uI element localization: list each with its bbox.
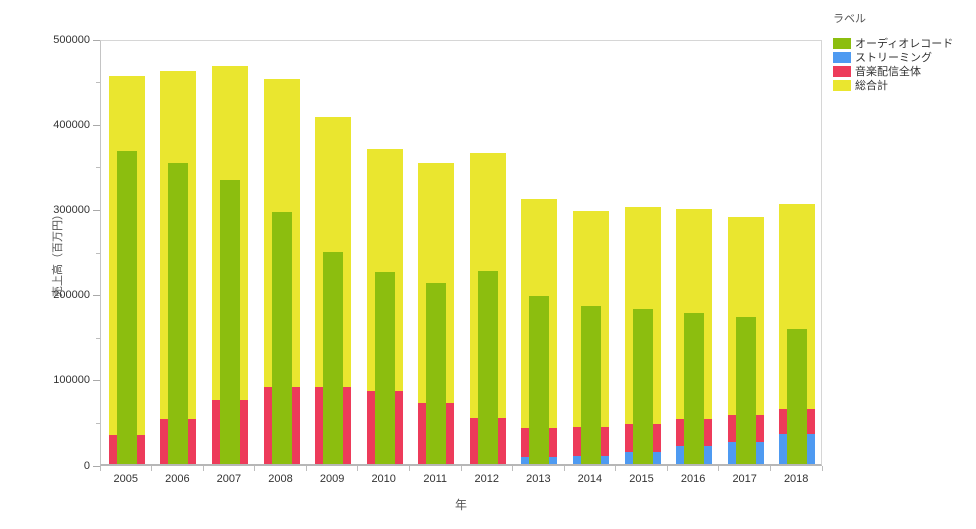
- x-tick: [408, 466, 410, 471]
- x-tick-label: 2005: [113, 473, 139, 485]
- bar-オーディオレコード-2011: [426, 283, 447, 464]
- x-tick: [99, 466, 101, 471]
- bar-オーディオレコード-2006: [168, 163, 189, 464]
- bar-オーディオレコード-2018: [787, 329, 808, 464]
- x-tick-label: 2011: [423, 473, 448, 485]
- legend-item-label: オーディオレコード: [855, 38, 954, 50]
- bar-オーディオレコード-2008: [271, 211, 292, 464]
- y-major-tick: [93, 124, 100, 126]
- y-tick-label: 300000: [53, 203, 90, 216]
- x-tick-label: 2013: [526, 473, 551, 485]
- x-tick: [718, 466, 720, 471]
- x-tick: [615, 466, 617, 471]
- legend-title: ラベル: [833, 13, 866, 25]
- y-axis-title: 売上高（百万円）: [52, 209, 64, 297]
- x-tick: [254, 466, 256, 471]
- bar-オーディオレコード-2012: [477, 270, 498, 464]
- legend-item: ストリーミング: [833, 50, 953, 64]
- x-tick-label: 2010: [371, 473, 396, 485]
- bar-オーディオレコード-2013: [529, 296, 550, 464]
- legend-item-label: 音楽配信全体: [855, 66, 921, 78]
- x-tick: [563, 466, 565, 471]
- y-major-tick: [93, 465, 100, 467]
- legend-item-label: ストリーミング: [855, 52, 932, 64]
- y-major-tick: [93, 380, 100, 382]
- x-tick: [305, 466, 307, 471]
- x-tick-label: 2016: [680, 473, 706, 485]
- legend-item-label: 総合計: [855, 80, 888, 92]
- x-tick: [151, 466, 153, 471]
- bar-オーディオレコード-2005: [116, 150, 137, 464]
- x-tick-label: 2017: [732, 473, 757, 485]
- legend-item: 総合計: [833, 78, 953, 92]
- bar-オーディオレコード-2010: [374, 272, 395, 464]
- y-tick-label: 100000: [53, 374, 90, 387]
- legend-item: オーディオレコード: [833, 36, 953, 50]
- bar-オーディオレコード-2007: [219, 180, 240, 464]
- legend: ラベル オーディオレコード ストリーミング 音楽配信全体 総合計: [833, 10, 953, 92]
- y-major-tick: [93, 209, 100, 211]
- plot-area: [100, 40, 822, 466]
- legend-swatch-icon: [833, 65, 851, 77]
- legend-swatch-icon: [833, 79, 851, 91]
- y-major-tick: [93, 39, 100, 41]
- legend-swatch-icon: [833, 51, 851, 63]
- x-tick: [666, 466, 668, 471]
- x-axis-title: 年: [454, 498, 467, 512]
- x-tick-label: 2015: [629, 473, 654, 485]
- x-tick-label: 2007: [216, 473, 242, 485]
- x-tick-label: 2008: [268, 473, 293, 485]
- x-tick-label: 2014: [577, 473, 603, 485]
- bar-オーディオレコード-2009: [323, 251, 344, 464]
- bar-オーディオレコード-2014: [580, 305, 601, 464]
- x-tick-label: 2018: [783, 473, 809, 485]
- x-tick: [202, 466, 204, 471]
- bar-オーディオレコード-2016: [684, 313, 705, 464]
- y-tick-label: 0: [83, 459, 90, 472]
- y-tick-label: 500000: [53, 33, 90, 46]
- x-tick-label: 2006: [165, 473, 190, 485]
- x-tick: [357, 466, 359, 471]
- y-major-tick: [93, 295, 100, 297]
- legend-items: オーディオレコード ストリーミング 音楽配信全体 総合計: [833, 36, 953, 92]
- legend-item: 音楽配信全体: [833, 64, 953, 78]
- x-tick: [769, 466, 771, 471]
- x-tick-label: 2012: [474, 473, 500, 485]
- y-tick-label: 400000: [53, 118, 90, 131]
- y-tick-label: 200000: [53, 289, 90, 302]
- legend-swatch-icon: [833, 37, 851, 49]
- x-tick: [512, 466, 514, 471]
- x-tick: [821, 466, 823, 471]
- bar-オーディオレコード-2017: [735, 316, 756, 464]
- x-tick-label: 2009: [319, 473, 345, 485]
- x-tick: [460, 466, 462, 471]
- bar-オーディオレコード-2015: [632, 308, 653, 464]
